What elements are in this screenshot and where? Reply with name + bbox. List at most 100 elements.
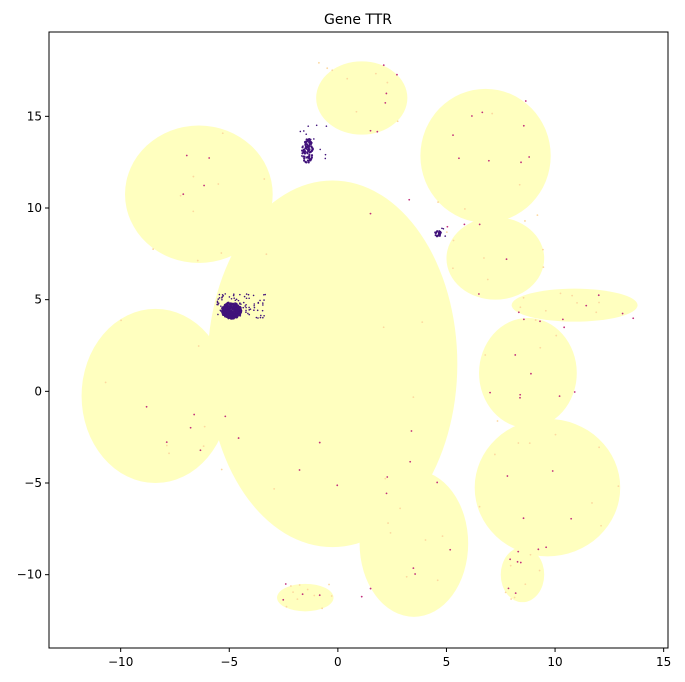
expression-point	[600, 524, 602, 527]
expression-point	[576, 301, 578, 304]
expression-point	[534, 319, 537, 321]
high-expression-point	[304, 150, 307, 153]
cluster-bottom-right-tail	[500, 547, 545, 603]
high-expression-point	[307, 161, 310, 164]
expression-point	[483, 257, 485, 259]
high-expression-point	[441, 227, 443, 230]
expression-point	[192, 175, 195, 178]
expression-point	[487, 159, 490, 162]
expression-point	[558, 395, 561, 398]
high-expression-point	[249, 308, 252, 310]
expression-point	[192, 210, 195, 213]
high-expression-point	[263, 314, 265, 317]
expression-point	[573, 391, 576, 393]
high-expression-point	[434, 231, 437, 235]
high-expression-point	[221, 306, 224, 309]
high-expression-point	[306, 139, 310, 142]
high-expression-point	[434, 234, 437, 237]
expression-point	[298, 584, 301, 586]
expression-point	[409, 460, 412, 463]
expression-point	[544, 309, 547, 312]
expression-point	[452, 239, 455, 242]
high-expression-point	[304, 147, 306, 150]
expression-point	[263, 178, 266, 180]
high-expression-point	[232, 294, 235, 297]
expression-point	[519, 306, 522, 309]
chart-title: Gene TTR	[324, 12, 392, 28]
expression-point	[265, 253, 268, 256]
expression-point	[396, 73, 398, 76]
cluster-top	[316, 61, 408, 135]
expression-point	[539, 346, 542, 349]
high-expression-point	[245, 303, 247, 306]
expression-point	[414, 573, 417, 575]
expression-point	[555, 334, 558, 337]
expression-point	[528, 156, 531, 158]
expression-point	[551, 470, 554, 472]
expression-point	[537, 548, 540, 551]
high-expression-point	[235, 307, 238, 310]
high-expression-point	[221, 298, 223, 301]
high-expression-point	[305, 133, 308, 136]
high-expression-point	[305, 148, 308, 150]
expression-point	[389, 532, 392, 534]
high-expression-point	[233, 293, 235, 295]
high-expression-point	[262, 302, 264, 304]
expression-point	[506, 475, 509, 477]
high-expression-point	[239, 306, 242, 308]
high-expression-point	[220, 305, 222, 307]
high-expression-point	[313, 138, 315, 140]
high-expression-point	[239, 310, 242, 313]
expression-point	[519, 396, 521, 399]
high-expression-point	[234, 299, 237, 302]
expression-point	[524, 100, 527, 102]
expression-point	[463, 208, 466, 210]
high-expression-point	[248, 297, 250, 300]
high-expression-point	[310, 154, 314, 157]
x-tick-label: 0	[334, 655, 342, 669]
high-expression-point	[259, 316, 262, 319]
expression-point	[458, 157, 460, 160]
high-expression-point	[221, 297, 223, 299]
expression-point	[517, 442, 520, 444]
high-expression-point	[304, 143, 307, 146]
expression-point	[524, 583, 527, 586]
high-expression-point	[302, 130, 305, 132]
high-expression-point	[223, 311, 227, 314]
expression-point	[224, 415, 227, 418]
high-expression-point	[308, 142, 311, 146]
high-expression-point	[239, 315, 242, 317]
high-expression-point	[253, 309, 255, 312]
high-expression-point	[236, 313, 239, 316]
high-expression-point	[228, 309, 232, 312]
expression-point	[598, 301, 600, 304]
expression-point	[509, 564, 512, 567]
high-expression-point	[263, 293, 265, 296]
expression-point	[298, 469, 301, 471]
high-expression-point	[308, 159, 311, 162]
expression-point	[346, 77, 349, 80]
high-expression-point	[227, 316, 230, 319]
expression-point	[405, 575, 408, 578]
high-expression-point	[235, 304, 237, 306]
y-tick-label: −5	[24, 476, 42, 490]
expression-point	[376, 130, 379, 133]
expression-point	[292, 591, 294, 594]
high-expression-point	[315, 124, 318, 127]
high-expression-point	[260, 314, 262, 317]
high-expression-point	[242, 301, 245, 304]
cluster-upper-right	[420, 88, 551, 223]
expression-point	[306, 588, 309, 591]
high-expression-point	[230, 311, 233, 315]
expression-point	[509, 558, 512, 561]
expression-point	[360, 595, 363, 598]
expression-point	[617, 485, 620, 488]
high-expression-point	[308, 151, 311, 154]
high-expression-point	[253, 303, 256, 305]
high-expression-point	[264, 293, 267, 296]
high-expression-point	[233, 313, 237, 317]
high-expression-point	[229, 316, 232, 320]
expression-point	[384, 477, 387, 480]
high-expression-point	[257, 317, 259, 319]
